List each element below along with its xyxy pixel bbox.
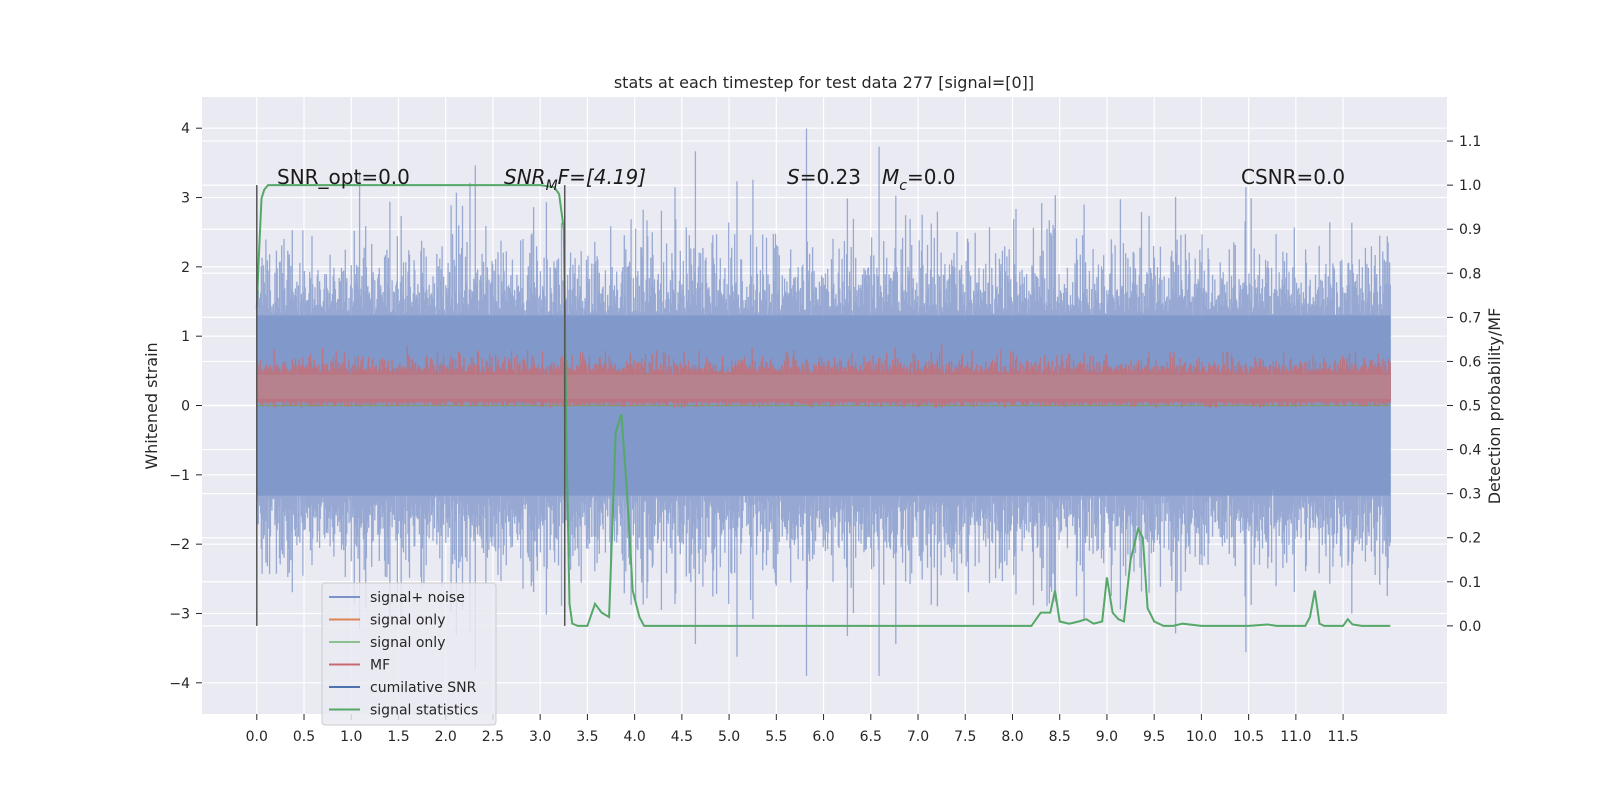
y-left-tick-label: −1 (169, 468, 190, 484)
x-tick-label: 8.0 (1001, 729, 1023, 745)
y-right-tick-label: 0.1 (1459, 575, 1481, 591)
x-tick-label: 1.5 (387, 729, 409, 745)
y-right-tick-label: 0.8 (1459, 266, 1481, 282)
x-tick-label: 0.5 (293, 729, 315, 745)
series-mf-core (256, 374, 1391, 399)
legend-label: signal only (370, 613, 445, 629)
x-tick-label: 2.5 (482, 729, 504, 745)
annotation-csnr: CSNR=0.0 (1241, 165, 1345, 189)
y-right-tick-label: 0.3 (1459, 487, 1481, 503)
legend-label: cumilative SNR (370, 680, 477, 696)
legend-label: MF (370, 658, 390, 674)
y-right-tick-label: 0.5 (1459, 399, 1481, 415)
y-left-axis-ticks: −4 −3 −2 −1 0 1 2 3 4 (169, 121, 202, 692)
y-right-tick-label: 0.9 (1459, 222, 1481, 238)
annotation-snr-mf: SNRMF=[4.19] (504, 165, 646, 194)
y-right-tick-label: 0.2 (1459, 531, 1481, 547)
y-right-axis-label: Detection probability/MF (1485, 308, 1504, 505)
y-left-tick-label: 1 (181, 329, 190, 345)
x-tick-label: 2.0 (435, 729, 457, 745)
x-tick-label: 11.5 (1328, 729, 1359, 745)
x-tick-label: 9.5 (1143, 729, 1165, 745)
y-right-tick-label: 1.1 (1459, 134, 1481, 150)
x-tick-label: 5.0 (718, 729, 740, 745)
legend-box (321, 582, 497, 726)
x-tick-label: 1.0 (340, 729, 362, 745)
x-tick-label: 10.0 (1186, 729, 1217, 745)
x-tick-label: 6.5 (860, 729, 882, 745)
x-tick-label: 11.0 (1280, 729, 1311, 745)
y-left-tick-label: −4 (169, 676, 190, 692)
x-tick-label: 8.5 (1049, 729, 1071, 745)
y-right-tick-label: 0.4 (1459, 443, 1481, 459)
y-left-tick-label: 0 (181, 399, 190, 415)
x-tick-label: 3.0 (529, 729, 551, 745)
y-left-tick-label: 2 (181, 260, 190, 276)
legend-label: signal statistics (370, 703, 478, 719)
legend-label: signal only (370, 635, 445, 651)
annotation-s: S=0.23 (787, 165, 861, 189)
x-tick-label: 5.5 (765, 729, 787, 745)
x-axis-ticks: 0.0 0.5 1.0 1.5 2.0 2.5 3.0 3.5 4.0 4.5 5.0 5.5 6.0 6… (246, 714, 1359, 745)
y-right-axis-ticks: 0.0 0.1 0.2 0.3 0.4 0.5 0.6 0.7 0.8 0.9 1.0 1.1 (1447, 134, 1481, 635)
x-tick-label: 9.0 (1096, 729, 1118, 745)
x-tick-label: 7.5 (954, 729, 976, 745)
y-right-tick-label: 0.0 (1459, 619, 1481, 635)
y-right-tick-label: 0.6 (1459, 354, 1481, 370)
y-left-tick-label: 4 (181, 121, 190, 137)
legend: signal+ noise signal only signal only MF cum… (321, 582, 497, 726)
annotation-snr-opt: SNR_opt=0.0 (277, 165, 410, 189)
legend-items: signal+ noise signal only signal only MF cum… (329, 590, 478, 719)
y-right-tick-label: 0.7 (1459, 310, 1481, 326)
vertical-markers (256, 185, 566, 626)
chart-title: stats at each timestep for test data 277… (614, 73, 1034, 92)
x-tick-label: 4.5 (671, 729, 693, 745)
series-layer (255, 128, 1391, 676)
y-right-tick-label: 1.0 (1459, 178, 1481, 194)
y-left-tick-label: −3 (169, 606, 190, 622)
x-tick-label: 4.0 (623, 729, 645, 745)
y-left-tick-label: 3 (181, 191, 190, 207)
x-tick-label: 7.0 (907, 729, 929, 745)
x-tick-label: 3.5 (576, 729, 598, 745)
x-tick-label: 6.0 (812, 729, 834, 745)
annotation-mc: Mc=0.0 (882, 165, 956, 194)
y-left-axis-label: Whitened strain (142, 342, 161, 469)
y-left-tick-label: −2 (169, 537, 190, 553)
legend-label: signal+ noise (370, 590, 465, 606)
x-tick-label: 0.0 (246, 729, 268, 745)
x-tick-label: 10.5 (1233, 729, 1264, 745)
